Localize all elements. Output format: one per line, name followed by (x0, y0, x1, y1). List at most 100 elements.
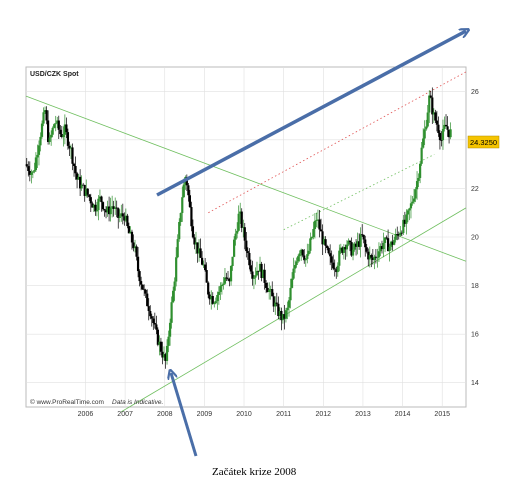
candle-body (280, 310, 283, 321)
candle-body (362, 234, 365, 240)
candle-body (136, 256, 140, 272)
candle-body (71, 147, 74, 164)
candle-body (141, 284, 144, 290)
candle-body (297, 256, 300, 262)
candle-body (25, 164, 28, 167)
candle-body (351, 249, 355, 256)
candle-body (335, 269, 338, 273)
candle-body (286, 307, 289, 311)
red-dotted-channel-top (208, 71, 467, 214)
candle-body (358, 241, 361, 247)
candle-body (188, 195, 191, 208)
candle-body (36, 154, 39, 158)
y-tick-label: 22 (471, 186, 479, 193)
candle-body (124, 215, 127, 221)
candle-body (152, 318, 155, 324)
candle-body (284, 310, 288, 319)
candle-body (348, 240, 352, 243)
candle-body (432, 112, 435, 115)
candle-body (393, 239, 396, 245)
candle-body (370, 255, 373, 258)
candle-body (185, 177, 188, 186)
candle-body (140, 281, 143, 285)
x-tick-label: 2013 (355, 411, 371, 418)
candle-body (37, 145, 41, 155)
candle-body (338, 250, 341, 266)
y-tick-label: 16 (471, 332, 479, 339)
candle-body (319, 229, 323, 232)
x-tick-label: 2015 (434, 411, 450, 418)
candle-body (245, 240, 248, 252)
price-tag-value: 24.3250 (470, 138, 497, 147)
candle-body (191, 226, 195, 238)
candle-body (274, 302, 277, 307)
candle-body (28, 170, 31, 175)
candle-body (397, 234, 400, 236)
candle-body (249, 265, 252, 272)
candle-body (33, 170, 36, 172)
candle-body (423, 129, 426, 139)
candle-body (255, 270, 259, 276)
candle-body (62, 134, 65, 138)
candle-body (374, 256, 377, 258)
candle-body (75, 173, 79, 180)
candle-body (313, 220, 317, 229)
candle-body (66, 132, 70, 146)
candle-body (190, 207, 193, 227)
candle-body (344, 247, 347, 250)
candle-body (129, 231, 132, 234)
candle-body (88, 194, 91, 198)
candle-body (45, 110, 48, 121)
candle-body (388, 246, 391, 252)
candle-body (199, 248, 202, 258)
candle-body (428, 95, 431, 113)
candle-body (425, 126, 428, 130)
candle-body (309, 238, 312, 251)
candle-body (156, 329, 159, 345)
candle-body (396, 234, 399, 235)
candle-body (318, 219, 321, 230)
candle-body (74, 165, 77, 174)
candle-body (380, 246, 384, 250)
green-dotted-channel (283, 154, 435, 231)
x-tick-label: 2007 (117, 411, 133, 418)
x-tick-label: 2014 (395, 411, 411, 418)
candle-body (359, 234, 362, 247)
candle-body (265, 282, 268, 288)
candle-body (347, 240, 350, 245)
candle-body (364, 239, 367, 248)
crisis-arrow (171, 373, 198, 457)
candle-body (197, 248, 201, 254)
candle-body (213, 303, 216, 305)
candle-body (214, 301, 217, 304)
candle-body (121, 213, 124, 217)
candle-body (229, 266, 233, 282)
candle-body (39, 136, 42, 146)
candle-body (80, 184, 83, 189)
candle-body (153, 323, 156, 325)
candle-body (444, 124, 448, 127)
candle-body (34, 157, 38, 171)
candle-body (429, 95, 432, 98)
candle-body (257, 270, 260, 272)
trendlines-layer (25, 71, 467, 413)
candle-body (210, 296, 213, 300)
candle-body (269, 289, 272, 291)
candle-body (217, 291, 220, 295)
candle-body (266, 287, 269, 293)
candle-body (275, 302, 278, 304)
candle-body (111, 206, 114, 208)
candle-body (298, 253, 301, 257)
candle-body (200, 257, 204, 265)
candle-body (434, 112, 437, 121)
candle-body (322, 239, 326, 245)
candle-body (63, 124, 66, 135)
uptrend-arrow (156, 31, 466, 197)
candle-body (143, 289, 146, 291)
candle-body (350, 242, 353, 256)
candle-body (107, 206, 111, 215)
candle-body (65, 124, 68, 133)
candle-body (341, 247, 344, 253)
candle-body (42, 112, 45, 124)
